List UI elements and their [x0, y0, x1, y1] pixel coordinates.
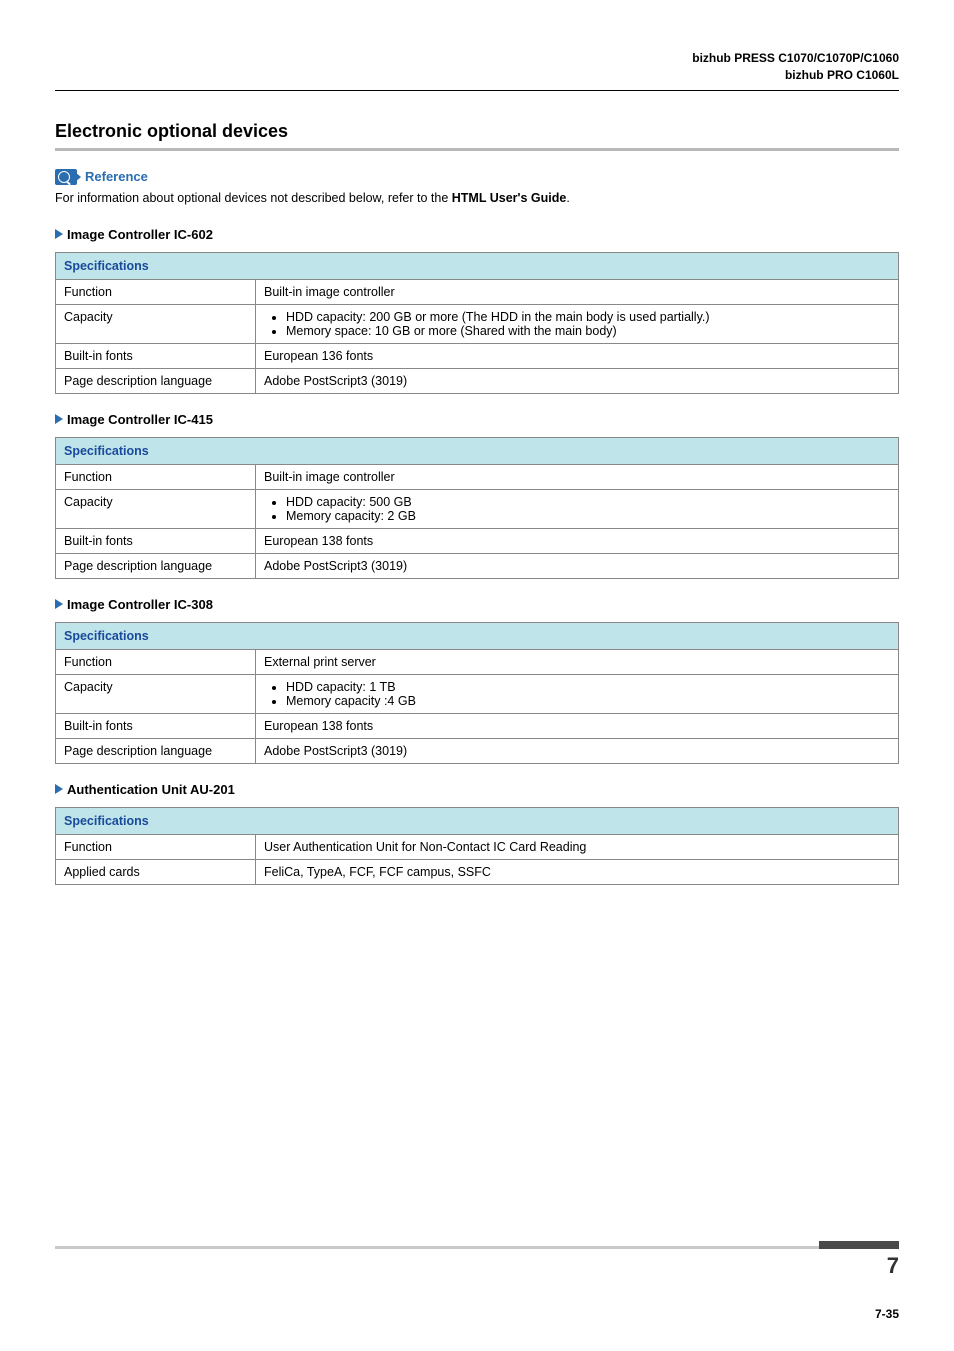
table-row: Built-in fontsEuropean 136 fonts: [56, 343, 899, 368]
table-row: Built-in fontsEuropean 138 fonts: [56, 528, 899, 553]
spec-table: SpecificationsFunctionUser Authenticatio…: [55, 807, 899, 885]
spec-key-cell: Built-in fonts: [56, 528, 256, 553]
spec-table-header: Specifications: [56, 807, 899, 834]
spec-subheading-text: Authentication Unit AU-201: [67, 782, 235, 797]
spec-key-cell: Capacity: [56, 674, 256, 713]
table-row: Capacity HDD capacity: 200 GB or more (Th…: [56, 304, 899, 343]
header-divider: [55, 90, 899, 91]
reference-label: Reference: [85, 169, 148, 184]
spec-table: SpecificationsFunctionBuilt-in image con…: [55, 437, 899, 579]
list-item: HDD capacity: 200 GB or more (The HDD in…: [286, 310, 890, 324]
reference-text-after: .: [566, 191, 569, 205]
spec-value-cell: European 138 fonts: [256, 713, 899, 738]
triangle-icon: [55, 784, 63, 794]
spec-value-cell: User Authentication Unit for Non-Contact…: [256, 834, 899, 859]
table-row: FunctionBuilt-in image controller: [56, 279, 899, 304]
reference-text-before: For information about optional devices n…: [55, 191, 452, 205]
reference-text: For information about optional devices n…: [55, 191, 899, 205]
reference-row: Reference: [55, 169, 899, 185]
spec-key-cell: Function: [56, 834, 256, 859]
spec-subheading: Image Controller IC-602: [55, 227, 899, 242]
page-header: bizhub PRESS C1070/C1070P/C1060 bizhub P…: [55, 50, 899, 84]
spec-value-cell: Adobe PostScript3 (3019): [256, 553, 899, 578]
header-line-2: bizhub PRO C1060L: [55, 67, 899, 84]
spec-value-cell: HDD capacity: 500 GBMemory capacity: 2 G…: [256, 489, 899, 528]
spec-value-list: HDD capacity: 500 GBMemory capacity: 2 G…: [264, 495, 890, 523]
spec-value-cell: European 138 fonts: [256, 528, 899, 553]
spec-subheading-text: Image Controller IC-415: [67, 412, 213, 427]
spec-key-cell: Capacity: [56, 304, 256, 343]
spec-key-cell: Page description language: [56, 368, 256, 393]
table-row: FunctionUser Authentication Unit for Non…: [56, 834, 899, 859]
reference-text-bold: HTML User's Guide: [452, 191, 567, 205]
table-row: Page description languageAdobe PostScrip…: [56, 553, 899, 578]
spec-value-cell: External print server: [256, 649, 899, 674]
list-item: Memory capacity: 2 GB: [286, 509, 890, 523]
table-row: Capacity HDD capacity: 500 GBMemory capac…: [56, 489, 899, 528]
footer-bar: [55, 1241, 899, 1249]
spec-subheading: Authentication Unit AU-201: [55, 782, 899, 797]
spec-value-cell: HDD capacity: 200 GB or more (The HDD in…: [256, 304, 899, 343]
spec-subheading: Image Controller IC-415: [55, 412, 899, 427]
list-item: HDD capacity: 1 TB: [286, 680, 890, 694]
spec-subheading-text: Image Controller IC-308: [67, 597, 213, 612]
spec-value-cell: Adobe PostScript3 (3019): [256, 368, 899, 393]
spec-subheading: Image Controller IC-308: [55, 597, 899, 612]
page-number: 7-35: [55, 1307, 899, 1321]
list-item: HDD capacity: 500 GB: [286, 495, 890, 509]
reference-icon: [55, 169, 77, 185]
header-line-1: bizhub PRESS C1070/C1070P/C1060: [55, 50, 899, 67]
spec-key-cell: Page description language: [56, 738, 256, 763]
spec-value-cell: Built-in image controller: [256, 464, 899, 489]
table-row: Built-in fontsEuropean 138 fonts: [56, 713, 899, 738]
table-row: Applied cardsFeliCa, TypeA, FCF, FCF cam…: [56, 859, 899, 884]
spec-value-cell: HDD capacity: 1 TBMemory capacity :4 GB: [256, 674, 899, 713]
spec-key-cell: Function: [56, 649, 256, 674]
table-row: Capacity HDD capacity: 1 TBMemory capacit…: [56, 674, 899, 713]
spec-key-cell: Function: [56, 464, 256, 489]
spec-value-list: HDD capacity: 1 TBMemory capacity :4 GB: [264, 680, 890, 708]
spec-key-cell: Built-in fonts: [56, 713, 256, 738]
spec-value-cell: European 136 fonts: [256, 343, 899, 368]
list-item: Memory space: 10 GB or more (Shared with…: [286, 324, 890, 338]
triangle-icon: [55, 229, 63, 239]
spec-key-cell: Capacity: [56, 489, 256, 528]
table-row: FunctionExternal print server: [56, 649, 899, 674]
triangle-icon: [55, 599, 63, 609]
spec-key-cell: Built-in fonts: [56, 343, 256, 368]
spec-key-cell: Function: [56, 279, 256, 304]
spec-table-header: Specifications: [56, 252, 899, 279]
spec-key-cell: Page description language: [56, 553, 256, 578]
page-footer: 7 7-35: [55, 1241, 899, 1321]
spec-table: SpecificationsFunctionBuilt-in image con…: [55, 252, 899, 394]
spec-table-header: Specifications: [56, 437, 899, 464]
spec-key-cell: Applied cards: [56, 859, 256, 884]
triangle-icon: [55, 414, 63, 424]
spec-table-header: Specifications: [56, 622, 899, 649]
list-item: Memory capacity :4 GB: [286, 694, 890, 708]
table-row: FunctionBuilt-in image controller: [56, 464, 899, 489]
spec-value-cell: FeliCa, TypeA, FCF, FCF campus, SSFC: [256, 859, 899, 884]
spec-value-cell: Built-in image controller: [256, 279, 899, 304]
section-divider: [55, 148, 899, 151]
spec-subheading-text: Image Controller IC-602: [67, 227, 213, 242]
table-row: Page description languageAdobe PostScrip…: [56, 738, 899, 763]
spec-value-cell: Adobe PostScript3 (3019): [256, 738, 899, 763]
spec-value-list: HDD capacity: 200 GB or more (The HDD in…: [264, 310, 890, 338]
chapter-number: 7: [55, 1253, 899, 1279]
table-row: Page description languageAdobe PostScrip…: [56, 368, 899, 393]
section-title: Electronic optional devices: [55, 121, 899, 142]
spec-table: SpecificationsFunctionExternal print ser…: [55, 622, 899, 764]
